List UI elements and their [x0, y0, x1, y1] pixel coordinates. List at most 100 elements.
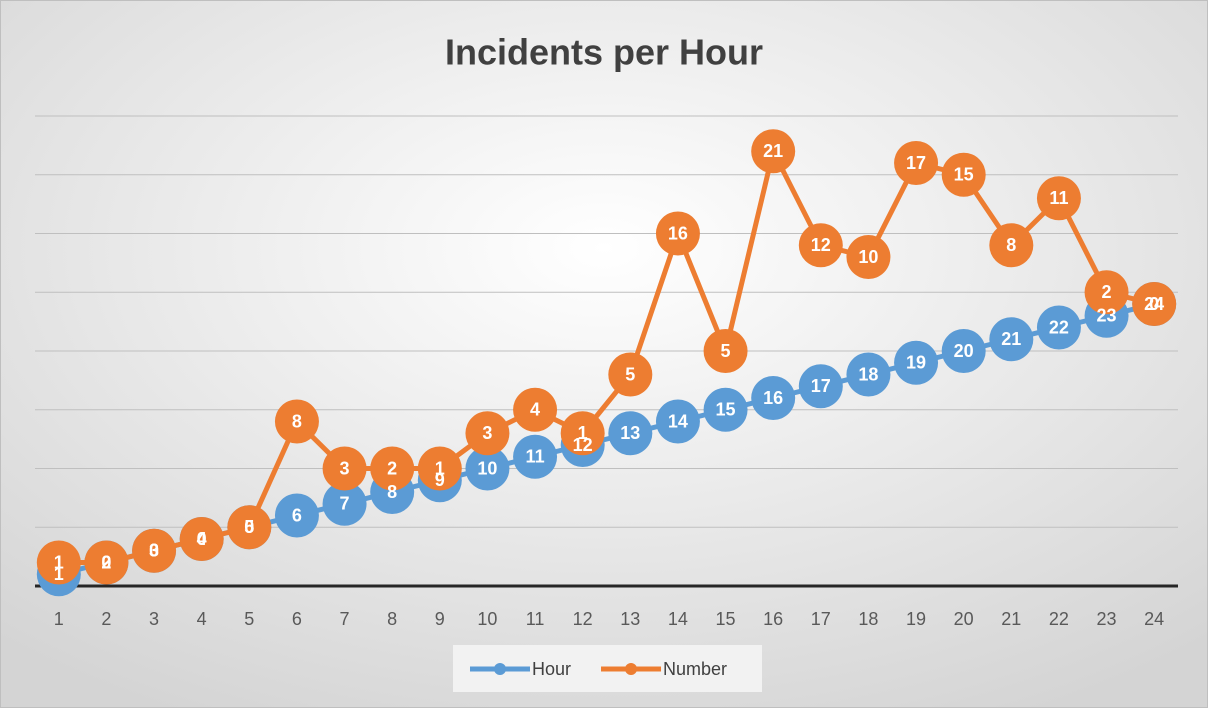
- marker: [894, 141, 939, 185]
- data-label: 8: [292, 411, 302, 431]
- marker: [370, 446, 415, 491]
- marker: [1084, 270, 1129, 315]
- data-label: 8: [1006, 235, 1016, 255]
- legend-label: Number: [663, 659, 727, 679]
- marker: [36, 540, 81, 585]
- x-tick-label: 22: [1049, 609, 1069, 629]
- data-label: 10: [477, 458, 497, 478]
- legend-label: Hour: [532, 659, 571, 679]
- x-tick-label: 10: [477, 609, 497, 629]
- x-tick-label: 24: [1144, 609, 1164, 629]
- data-label: 0: [149, 541, 159, 561]
- marker: [751, 129, 796, 174]
- x-tick-label: 7: [340, 609, 350, 629]
- marker: [798, 223, 843, 268]
- data-label: 1: [435, 458, 445, 478]
- data-label: 18: [858, 364, 878, 384]
- x-tick-label: 5: [244, 609, 254, 629]
- marker: [274, 493, 319, 538]
- data-label: 15: [716, 400, 736, 420]
- data-label: 9: [435, 470, 445, 490]
- marker: [798, 364, 843, 409]
- marker: [941, 152, 986, 197]
- data-label: 5: [721, 341, 731, 361]
- data-label: 3: [149, 541, 159, 561]
- data-label: 2: [387, 458, 397, 478]
- x-tick-label: 6: [292, 609, 302, 629]
- data-label: 7: [340, 494, 350, 514]
- marker: [703, 329, 748, 373]
- marker: [655, 399, 700, 444]
- data-label: 21: [763, 141, 783, 161]
- data-label: 17: [906, 153, 926, 173]
- marker: [751, 376, 796, 420]
- legend-marker: [625, 663, 638, 675]
- marker: [465, 411, 510, 456]
- data-label: 24: [1144, 294, 1164, 314]
- marker: [417, 446, 462, 491]
- data-label: 1: [54, 564, 64, 584]
- data-label: 15: [954, 165, 974, 185]
- data-label: 3: [340, 458, 350, 478]
- marker: [655, 211, 700, 256]
- x-tick-label: 12: [573, 609, 593, 629]
- data-label: 23: [1097, 306, 1117, 326]
- x-tick-label: 14: [668, 609, 688, 629]
- x-tick-label: 3: [149, 609, 159, 629]
- x-tick-label: 8: [387, 609, 397, 629]
- x-tick-label: 1: [54, 609, 64, 629]
- marker: [989, 317, 1034, 362]
- marker: [322, 481, 367, 526]
- x-tick-label: 18: [858, 609, 878, 629]
- data-label: 5: [244, 517, 254, 537]
- data-label: 2: [1102, 282, 1112, 302]
- x-tick-label: 19: [906, 609, 926, 629]
- data-label: 0: [197, 529, 207, 549]
- x-tick-label: 20: [954, 609, 974, 629]
- data-label: 12: [573, 435, 593, 455]
- data-label: 22: [1049, 317, 1069, 337]
- data-label: 12: [811, 235, 831, 255]
- marker: [560, 411, 605, 456]
- data-label: 21: [1001, 329, 1021, 349]
- data-label: 10: [858, 247, 878, 267]
- data-label: 20: [954, 341, 974, 361]
- data-label: 4: [197, 529, 207, 549]
- data-label: 16: [668, 223, 688, 243]
- x-tick-label: 23: [1097, 609, 1117, 629]
- marker: [608, 352, 653, 397]
- data-label: 16: [763, 388, 783, 408]
- data-label: 13: [620, 423, 640, 443]
- x-tick-label: 21: [1001, 609, 1021, 629]
- x-tick-label: 16: [763, 609, 783, 629]
- data-label: 1: [578, 423, 588, 443]
- data-label: 17: [811, 376, 831, 396]
- marker: [322, 446, 367, 491]
- marker: [513, 387, 558, 432]
- data-label: 11: [1049, 188, 1068, 208]
- x-tick-label: 15: [716, 609, 736, 629]
- marker: [274, 399, 319, 444]
- data-label: 2: [101, 552, 111, 572]
- marker: [227, 505, 272, 550]
- marker: [608, 411, 653, 456]
- x-tick-label: 9: [435, 609, 445, 629]
- marker: [894, 340, 939, 385]
- marker: [1036, 305, 1081, 350]
- data-label: 8: [387, 482, 397, 502]
- data-label: 19: [906, 353, 926, 373]
- data-label: 4: [530, 400, 540, 420]
- marker: [989, 223, 1034, 268]
- marker: [846, 235, 891, 279]
- x-tick-label: 2: [101, 609, 111, 629]
- data-label: 3: [482, 423, 492, 443]
- data-label: 14: [668, 411, 688, 431]
- x-tick-label: 4: [197, 609, 207, 629]
- marker: [1036, 176, 1081, 221]
- x-tick-label: 11: [526, 609, 545, 629]
- marker: [846, 352, 891, 397]
- x-tick-label: 17: [811, 609, 831, 629]
- data-label: 6: [292, 505, 302, 525]
- chart-title: Incidents per Hour: [445, 32, 763, 73]
